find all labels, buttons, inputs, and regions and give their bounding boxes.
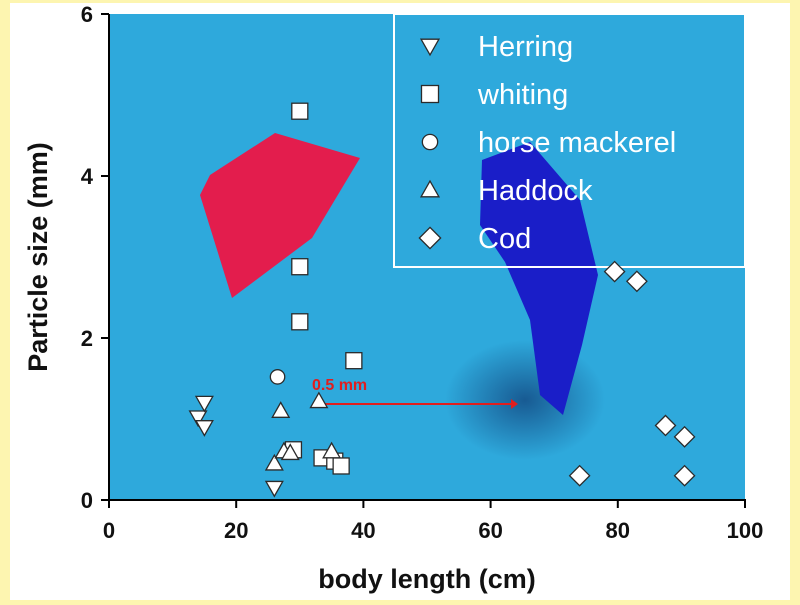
- x-tick-label: 60: [478, 518, 502, 543]
- y-axis-title: Particle size (mm): [23, 142, 53, 372]
- legend-marker-cod: [418, 226, 442, 250]
- haddock-point: [271, 401, 291, 418]
- legend-box: [393, 13, 746, 268]
- legend-marker-whiting: [420, 84, 440, 104]
- herring-point: [188, 410, 208, 428]
- legend-marker-haddock: [419, 179, 441, 198]
- legend-label-cod: Cod: [478, 223, 531, 255]
- whiting-point: [345, 352, 363, 370]
- legend-label-haddock: Haddock: [478, 175, 593, 207]
- y-tick-label: 0: [81, 488, 93, 513]
- legend-marker-horse-mackerel: [421, 133, 439, 151]
- x-tick-label: 80: [606, 518, 630, 543]
- legend-label-horse-mackerel: horse mackerel: [478, 127, 676, 159]
- x-tick-label: 20: [224, 518, 248, 543]
- cod-point: [673, 425, 696, 448]
- whiting-point: [332, 457, 350, 475]
- y-tick-label: 2: [81, 326, 93, 351]
- legend: Herring whiting horse mackerel Haddock Cod: [418, 31, 676, 255]
- herring-point: [194, 420, 214, 437]
- haddock-point: [322, 441, 342, 459]
- cod-point: [673, 464, 696, 487]
- x-axis-title: body length (cm): [318, 564, 536, 594]
- scale-annotation: 0.5 mm: [312, 377, 367, 394]
- dark-shadow: [445, 340, 605, 460]
- legend-label-whiting: whiting: [477, 79, 568, 111]
- legend-marker-herring: [419, 38, 441, 57]
- haddock-point: [264, 453, 284, 471]
- scale-arrow-head: [511, 399, 518, 409]
- herring-point: [194, 395, 214, 413]
- axis-ticks: 0 20 40 60 80 100 0 2 4 6: [81, 2, 764, 543]
- haddock-point: [309, 391, 329, 409]
- x-tick-label: 100: [727, 518, 764, 543]
- cod-point: [568, 464, 591, 487]
- haddock-point: [280, 443, 300, 461]
- x-tick-label: 40: [351, 518, 375, 543]
- y-tick-label: 6: [81, 2, 93, 27]
- data-points: [188, 102, 696, 498]
- x-tick-label: 0: [103, 518, 115, 543]
- whiting-point: [291, 102, 309, 120]
- cod-point: [625, 270, 648, 293]
- whiting-point: [291, 258, 309, 276]
- blue-particle: [480, 142, 598, 415]
- legend-label-herring: Herring: [478, 31, 573, 63]
- cod-point: [603, 260, 626, 283]
- whiting-point: [291, 313, 309, 331]
- y-tick-label: 4: [81, 164, 94, 189]
- cod-point: [654, 414, 677, 437]
- red-particle: [200, 133, 360, 298]
- herring-point: [264, 480, 284, 498]
- horse-mackerel-point: [269, 369, 286, 385]
